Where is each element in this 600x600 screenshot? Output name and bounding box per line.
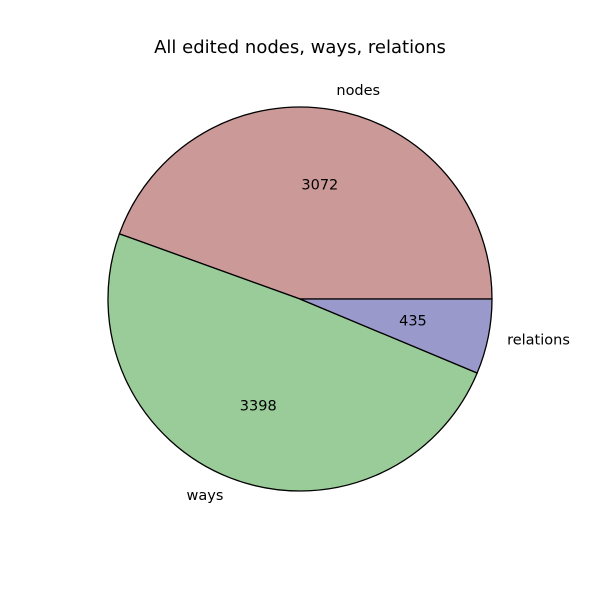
pie-category-label-relations: relations — [507, 333, 570, 349]
pie-value-label-relations: 435 — [399, 314, 427, 330]
chart-title: All edited nodes, ways, relations — [154, 37, 446, 58]
pie-value-label-ways: 3398 — [240, 398, 277, 414]
pie-value-label-nodes: 3072 — [301, 178, 338, 194]
pie-labels: 3072 nodes 3398 ways 435 relations — [187, 83, 570, 504]
pie-category-label-nodes: nodes — [336, 83, 380, 99]
pie-slice-ways — [107, 233, 478, 492]
pie-category-label-ways: ways — [187, 488, 224, 504]
pie-slice-nodes — [118, 106, 493, 300]
pie-slice-relations — [299, 298, 493, 374]
pie-slices — [107, 106, 493, 492]
